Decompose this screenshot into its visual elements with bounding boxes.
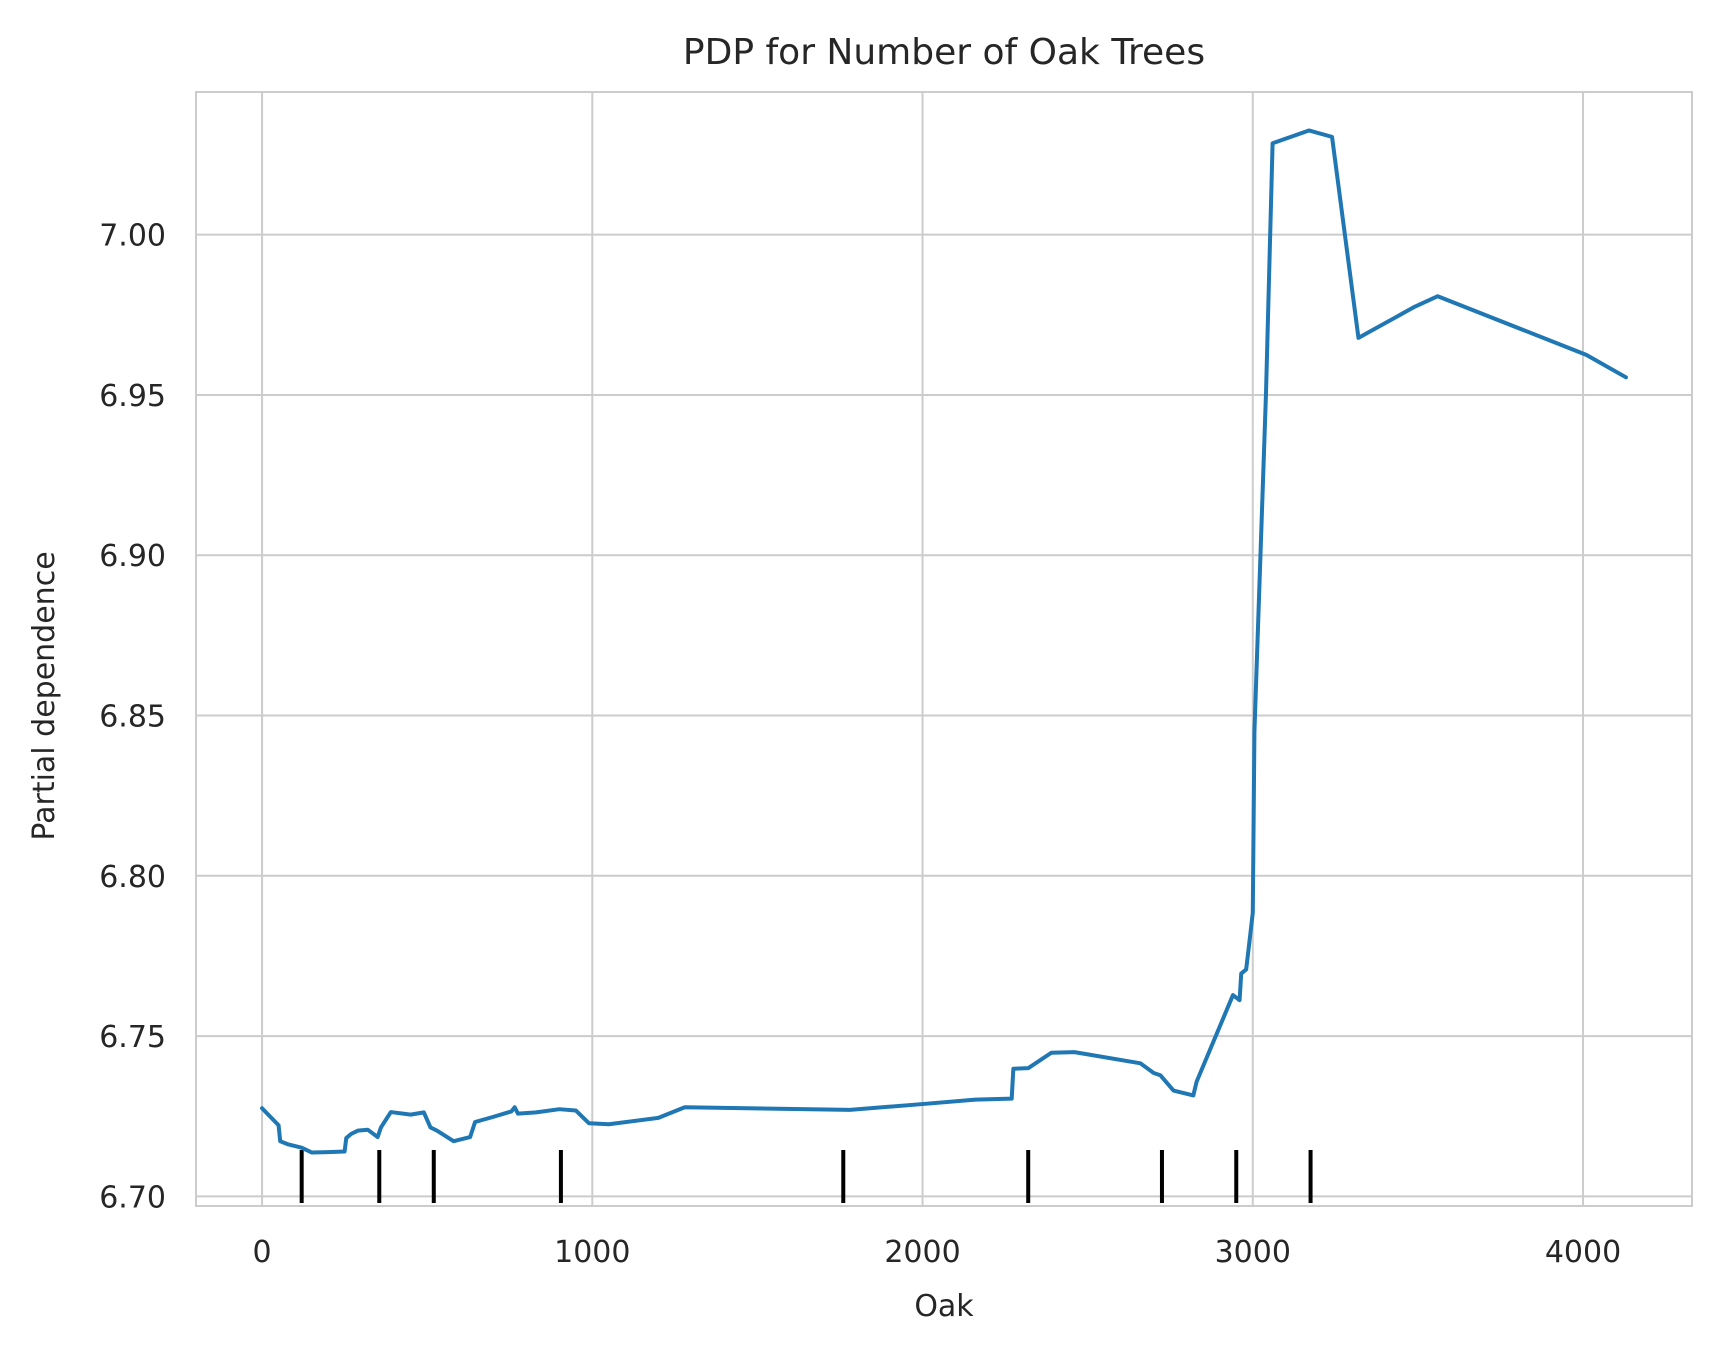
- x-tick-label: 0: [253, 1235, 272, 1270]
- x-tick-label: 3000: [1215, 1235, 1291, 1270]
- y-tick-label: 6.90: [99, 539, 166, 574]
- y-tick-label: 6.80: [99, 860, 166, 895]
- y-tick-label: 7.00: [99, 219, 166, 254]
- y-tick-label: 6.70: [99, 1180, 166, 1215]
- y-tick-label: 6.95: [99, 379, 166, 414]
- partial-dependence-line: [260, 128, 1628, 1155]
- y-axis-label: Partial dependence: [27, 551, 62, 840]
- x-tick-label: 4000: [1545, 1235, 1621, 1270]
- x-tick-labels: 0 1000 2000 3000 4000: [253, 1235, 1622, 1270]
- x-axis-label: Oak: [914, 1289, 974, 1324]
- grid-lines: [196, 92, 1692, 1206]
- y-tick-label: 6.75: [99, 1020, 166, 1055]
- y-tick-label: 6.85: [99, 700, 166, 735]
- rug-marks: [299, 1150, 1313, 1203]
- y-tick-labels: 6.70 6.75 6.80 6.85 6.90 6.95 7.00: [99, 219, 166, 1216]
- x-tick-label: 1000: [554, 1235, 630, 1270]
- chart-title: PDP for Number of Oak Trees: [683, 32, 1205, 73]
- x-tick-label: 2000: [884, 1235, 960, 1270]
- plot-area-frame: [195, 91, 1693, 1207]
